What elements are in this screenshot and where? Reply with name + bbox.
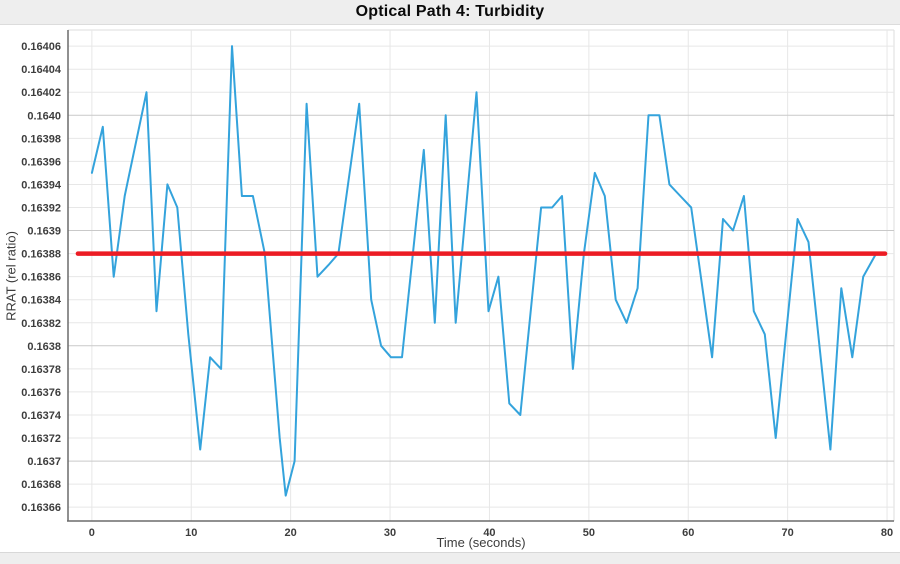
y-tick-label: 0.16382	[21, 318, 61, 330]
x-axis-label: Time (seconds)	[436, 535, 526, 550]
y-tick-label: 0.16392	[21, 202, 61, 214]
y-tick-label: 0.16402	[21, 87, 61, 99]
y-tick-label: 0.16374	[21, 410, 62, 422]
y-tick-label: 0.1640	[27, 110, 61, 122]
x-tick-label: 80	[881, 527, 893, 539]
series-line-turbidity-rrat	[90, 45, 878, 497]
chart-title: Optical Path 4: Turbidity	[355, 3, 545, 20]
y-tick-label: 0.16378	[21, 364, 61, 376]
x-tick-label: 30	[384, 527, 396, 539]
x-tick-label: 10	[185, 527, 197, 539]
y-tick-label: 0.16398	[21, 133, 61, 145]
x-tick-label: 0	[89, 527, 95, 539]
y-tick-label: 0.16388	[21, 249, 61, 261]
y-axis-label: RRAT (rel ratio)	[3, 231, 19, 321]
x-tick-label: 40	[483, 527, 495, 539]
y-tick-label: 0.16384	[21, 295, 62, 307]
chart-title-bar: Optical Path 4: Turbidity	[0, 0, 900, 25]
y-tick-label: 0.16376	[21, 387, 61, 399]
y-tick-label: 0.1637	[27, 456, 61, 468]
y-tick-label: 0.16372	[21, 433, 61, 445]
y-tick-label: 0.16406	[21, 41, 61, 53]
x-tick-label: 50	[583, 527, 595, 539]
y-tick-label: 0.16368	[21, 479, 61, 491]
y-tick-label: 0.16386	[21, 272, 61, 284]
x-tick-label: 60	[682, 527, 694, 539]
bottom-strip	[0, 552, 900, 564]
y-tick-label: 0.16394	[21, 179, 62, 191]
y-tick-label: 0.16396	[21, 156, 61, 168]
y-tick-label: 0.16366	[21, 502, 61, 514]
y-tick-label: 0.1638	[27, 341, 61, 353]
x-tick-label: 20	[285, 527, 297, 539]
y-tick-label: 0.16404	[21, 64, 62, 76]
y-tick-label: 0.1639	[27, 226, 61, 238]
x-tick-label: 70	[782, 527, 794, 539]
